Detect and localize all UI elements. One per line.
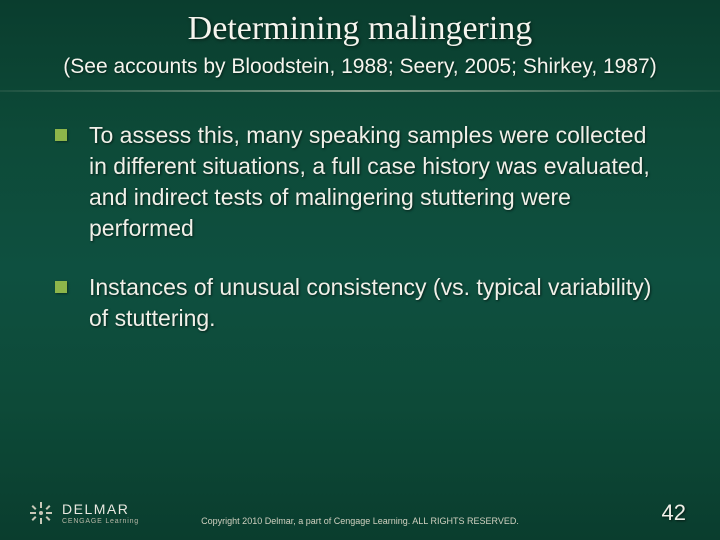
bullet-item: To assess this, many speaking samples we… [55,120,665,244]
starburst-icon [28,500,54,526]
logo-text: DELMAR CENGAGE Learning [62,501,139,525]
bullet-square-icon [55,129,67,141]
slide-subtitle: (See accounts by Bloodstein, 1988; Seery… [0,54,720,80]
slide-body: To assess this, many speaking samples we… [0,92,720,334]
slide: Determining malingering (See accounts by… [0,0,720,540]
bullet-square-icon [55,281,67,293]
bullet-item: Instances of unusual consistency (vs. ty… [55,272,665,334]
copyright-text: Copyright 2010 Delmar, a part of Cengage… [201,516,519,526]
brand-logo: DELMAR CENGAGE Learning [28,500,139,526]
logo-brand-name: DELMAR [62,501,139,517]
slide-header: Determining malingering (See accounts by… [0,0,720,80]
bullet-text: Instances of unusual consistency (vs. ty… [89,272,665,334]
logo-brand-sub: CENGAGE Learning [62,518,139,525]
slide-footer: DELMAR CENGAGE Learning Copyright 2010 D… [0,480,720,540]
bullet-text: To assess this, many speaking samples we… [89,120,665,244]
page-number: 42 [662,500,686,526]
slide-title: Determining malingering [0,10,720,48]
